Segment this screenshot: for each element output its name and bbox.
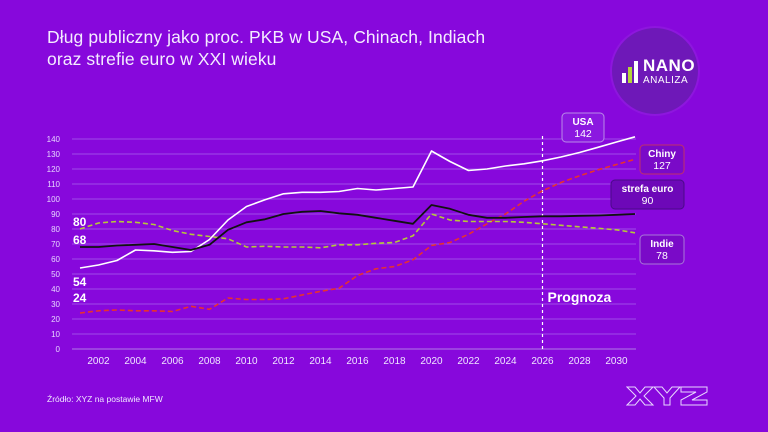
y-axis-ticks: 0 10 20 30 40 50 60 70 80 90 100 110 120 130 140 [47, 135, 61, 354]
y-tick-label: 30 [51, 300, 60, 309]
y-tick-label: 140 [47, 135, 61, 144]
x-tick-label: 2026 [531, 356, 554, 367]
y-tick-label: 110 [47, 180, 60, 189]
bar-chart-icon [622, 61, 638, 83]
source-note: Źródło: XYZ na postawie MFW [47, 394, 163, 404]
start-value-labels: 54 24 68 80 [73, 215, 87, 305]
end-label-box [639, 144, 685, 175]
start-label-usa: 54 [73, 275, 87, 289]
x-tick-label: 2012 [272, 356, 295, 367]
y-tick-label: 60 [51, 255, 60, 264]
x-tick-label: 2010 [235, 356, 258, 367]
y-tick-label: 120 [47, 165, 61, 174]
nano-analiza-logo: NANO ANALIZA [612, 28, 698, 114]
series-lines [79, 136, 636, 314]
x-tick-label: 2006 [161, 356, 184, 367]
end-label-name: Chiny [648, 149, 676, 160]
end-label-value: 78 [656, 250, 668, 262]
y-tick-label: 50 [51, 270, 60, 279]
end-label-value: 90 [642, 195, 654, 207]
y-tick-label: 80 [51, 225, 60, 234]
end-label-box [639, 234, 685, 265]
series-line-usa [79, 136, 636, 269]
y-tick-label: 130 [47, 150, 61, 159]
x-tick-label: 2016 [346, 356, 369, 367]
forecast-label: Prognoza [548, 289, 612, 305]
y-tick-label: 10 [51, 330, 60, 339]
logo-text-analiza: ANALIZA [643, 75, 689, 86]
y-tick-label: 40 [51, 285, 60, 294]
y-tick-label: 70 [51, 240, 60, 249]
x-tick-label: 2028 [568, 356, 591, 367]
x-tick-label: 2022 [457, 356, 480, 367]
y-tick-label: 90 [51, 210, 60, 219]
y-tick-label: 100 [47, 195, 61, 204]
x-tick-label: 2020 [420, 356, 443, 367]
end-label-name: strefa euro [622, 184, 674, 195]
end-label-box [561, 112, 605, 143]
x-tick-label: 2004 [124, 356, 147, 367]
series-line-india [79, 213, 636, 249]
x-tick-label: 2024 [494, 356, 517, 367]
end-label-name: Indie [650, 239, 674, 250]
y-tick-label: 0 [56, 345, 61, 354]
start-label-euro: 68 [73, 233, 87, 247]
end-label-box [610, 179, 685, 210]
x-tick-label: 2030 [605, 356, 628, 367]
y-tick-label: 20 [51, 315, 60, 324]
x-tick-label: 2014 [309, 356, 332, 367]
chart-title-line1: Dług publiczny jako proc. PKB w USA, Chi… [47, 27, 486, 47]
x-tick-label: 2018 [383, 356, 406, 367]
end-label-name: USA [572, 117, 593, 128]
x-tick-label: 2008 [198, 356, 221, 367]
series-line-china [79, 158, 636, 314]
start-label-china: 24 [73, 291, 87, 305]
end-label-value: 127 [653, 160, 671, 172]
chart-title: Dług publiczny jako proc. PKB w USA, Chi… [47, 26, 485, 70]
series-line-euro [80, 204, 636, 251]
xyz-logo [626, 386, 708, 406]
x-axis-ticks: 2002 2004 2006 2008 2010 2012 2014 2016 2018 2020… [87, 356, 628, 367]
chart-title-line2: oraz strefie euro w XXI wieku [47, 49, 277, 69]
start-label-india: 80 [73, 215, 87, 229]
end-label-value: 142 [574, 128, 592, 140]
logo-text-nano: NANO [643, 56, 696, 75]
x-tick-label: 2002 [87, 356, 110, 367]
